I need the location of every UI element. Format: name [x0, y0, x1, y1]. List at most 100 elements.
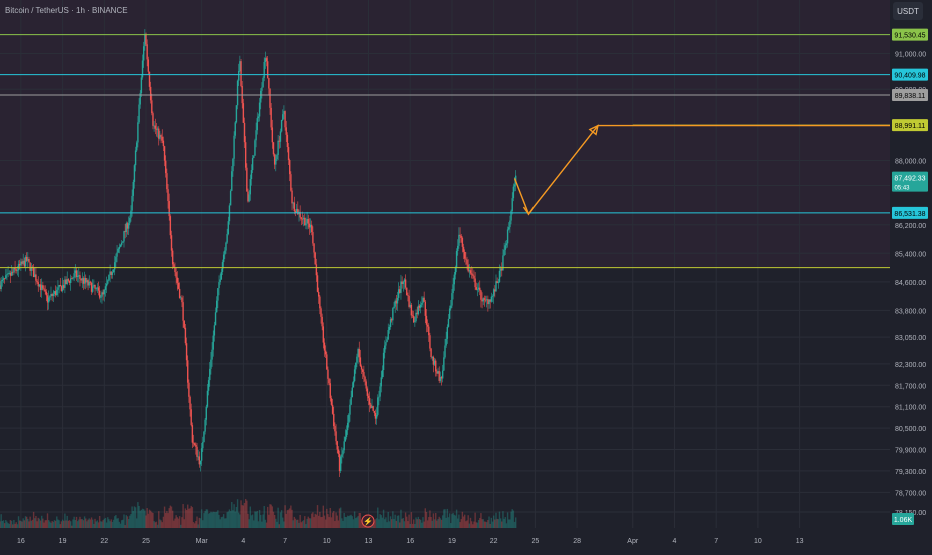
candle-body — [214, 312, 217, 326]
candle-body — [457, 245, 459, 252]
candle-body — [342, 450, 344, 455]
candle-body — [432, 356, 435, 365]
candle-body — [191, 425, 194, 443]
candle-body — [182, 302, 184, 321]
candle-body — [428, 326, 430, 336]
candle-body — [124, 231, 126, 233]
volume-bar — [492, 515, 495, 528]
candle-body — [98, 290, 101, 298]
candle-body — [16, 270, 19, 272]
level-price-label: 88,991.11 — [895, 123, 926, 130]
candle-body — [190, 409, 192, 426]
volume-bar — [183, 519, 185, 528]
candle-body — [307, 218, 309, 224]
volume-bar — [52, 521, 55, 528]
volume-bar — [315, 514, 318, 528]
candle-body — [276, 154, 278, 160]
volume-bar — [295, 520, 298, 528]
candle-body — [355, 362, 357, 370]
candle-body — [290, 174, 292, 191]
candle-body — [155, 128, 158, 130]
candle-body — [209, 368, 211, 381]
volume-bar — [255, 511, 257, 528]
currency-button[interactable] — [893, 2, 923, 20]
volume-bar — [82, 520, 85, 528]
candle-body — [139, 93, 141, 105]
volume-bar — [313, 517, 315, 528]
volume-bar — [185, 509, 188, 528]
candle-body — [328, 378, 330, 384]
volume-bar — [333, 511, 335, 528]
candle-body — [513, 184, 516, 187]
candle-body — [326, 354, 328, 370]
volume-bar — [222, 514, 225, 528]
candle-body — [407, 295, 409, 296]
lightning-icon[interactable] — [361, 514, 375, 528]
volume-bar — [103, 518, 105, 528]
candle-body — [319, 296, 321, 309]
candle-body — [74, 270, 77, 274]
candle-body — [300, 217, 303, 219]
price-axis[interactable] — [890, 0, 932, 550]
candle-body — [250, 170, 253, 180]
symbol-label[interactable]: Bitcoin / TetherUS · 1h · BINANCE — [5, 6, 128, 15]
level-price-label: 89,838.11 — [895, 93, 926, 100]
candle-body — [488, 299, 490, 305]
volume-bar — [155, 521, 158, 528]
volume-bar — [81, 519, 83, 528]
candle-body — [67, 279, 70, 281]
candle-body — [337, 449, 340, 455]
volume-bar — [138, 505, 140, 528]
volume-bar — [314, 513, 316, 528]
volume-bar — [187, 504, 189, 528]
volume-bar — [433, 519, 436, 528]
candle-body — [89, 281, 92, 283]
volume-bar — [342, 520, 344, 528]
volume-bar — [381, 517, 384, 528]
volume-bar — [269, 504, 271, 528]
candle-body — [279, 131, 282, 142]
volume-bar — [217, 510, 219, 528]
candle-body — [188, 382, 190, 397]
volume-bar — [423, 521, 425, 528]
candle-body — [46, 295, 49, 303]
candle-body — [226, 234, 228, 243]
candle-body — [351, 387, 353, 398]
volume-bar — [357, 516, 359, 528]
candle-body — [177, 282, 180, 289]
candle-body — [277, 140, 279, 155]
candle-body — [479, 287, 481, 291]
volume-bar — [254, 511, 256, 528]
candle-body — [316, 275, 319, 292]
candle-body — [284, 111, 286, 128]
volume-bar — [450, 523, 452, 528]
time-axis[interactable] — [0, 528, 890, 550]
projection-arrow[interactable] — [513, 124, 890, 216]
candle-body — [64, 279, 66, 288]
candle-body — [396, 297, 399, 304]
horizontal-levels[interactable] — [0, 34, 890, 269]
candle-body — [385, 342, 387, 346]
candle-body — [403, 279, 406, 282]
volume-bar — [496, 518, 498, 528]
volume-bar — [72, 519, 74, 528]
candle-body — [324, 350, 327, 355]
candle-body — [43, 288, 45, 290]
volume-bar — [317, 515, 320, 528]
candle-body — [315, 264, 318, 276]
candle-body — [229, 190, 232, 206]
volume-bar — [330, 517, 333, 528]
volume-bar — [125, 515, 128, 528]
volume-bar — [119, 523, 122, 528]
volume-bar — [239, 514, 241, 528]
volume-bar — [53, 520, 56, 528]
candle-body — [469, 270, 472, 274]
candle-body — [490, 296, 493, 302]
volume-bar — [110, 519, 112, 528]
volume-bar — [321, 516, 323, 528]
volume-bar — [50, 522, 52, 528]
volume-bar — [291, 509, 293, 528]
volume-bar — [35, 515, 37, 528]
